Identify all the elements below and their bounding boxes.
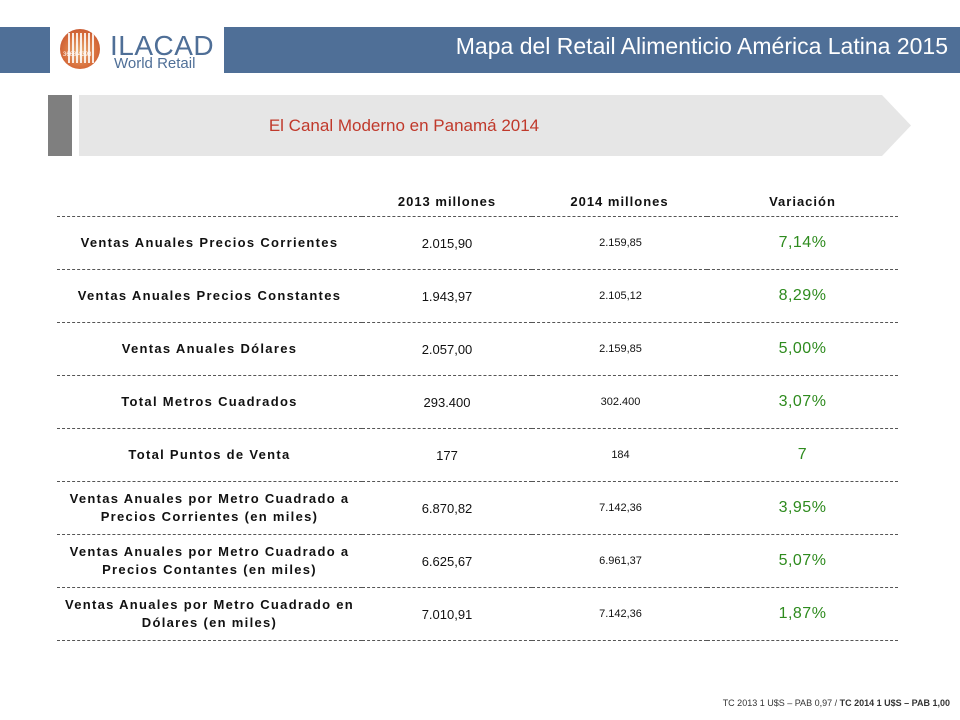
side-accent-block bbox=[48, 95, 72, 156]
section-banner: El Canal Moderno en Panamá 2014 bbox=[79, 95, 911, 156]
table-row: Ventas Anuales Precios Corrientes 2.015,… bbox=[57, 216, 898, 270]
banner-arrow-shape bbox=[79, 95, 911, 156]
value-2014: 6.961,37 bbox=[532, 534, 707, 588]
footnote-2013: TC 2013 1 U$S – PAB 0,97 / bbox=[722, 698, 838, 708]
value-2013: 2.015,90 bbox=[362, 216, 532, 270]
row-label: Ventas Anuales por Metro Cuadrado a Prec… bbox=[57, 534, 362, 588]
logo-emblem-icon: 3668 4398 bbox=[60, 29, 100, 69]
value-variation: 5,00% bbox=[707, 322, 898, 376]
value-2014: 302.400 bbox=[532, 375, 707, 429]
row-label: Ventas Anuales por Metro Cuadrado en Dól… bbox=[57, 587, 362, 641]
exchange-rate-footnote: TC 2013 1 U$S – PAB 0,97 / TC 2014 1 U$S… bbox=[723, 698, 950, 708]
header-2014: 2014 millones bbox=[532, 186, 707, 217]
table-row: Ventas Anuales por Metro Cuadrado a Prec… bbox=[57, 481, 898, 535]
value-2013: 6.870,82 bbox=[362, 481, 532, 535]
value-2013: 7.010,91 bbox=[362, 587, 532, 641]
header-variation: Variación bbox=[707, 186, 898, 217]
table-row: Ventas Anuales por Metro Cuadrado en Dól… bbox=[57, 587, 898, 641]
value-variation: 7,14% bbox=[707, 216, 898, 270]
logo-numbers: 3668 4398 bbox=[63, 52, 92, 58]
row-label: Ventas Anuales Precios Corrientes bbox=[57, 216, 362, 270]
table-header-row: 2013 millones 2014 millones Variación bbox=[57, 186, 898, 217]
footnote-2014: TC 2014 1 U$S – PAB 1,00 bbox=[837, 698, 950, 708]
header-label bbox=[57, 186, 362, 217]
row-label: Ventas Anuales por Metro Cuadrado a Prec… bbox=[57, 481, 362, 535]
table-row: Total Metros Cuadrados 293.400 302.400 3… bbox=[57, 375, 898, 429]
value-variation: 8,29% bbox=[707, 269, 898, 323]
logo: 3668 4398 ILACAD World Retail bbox=[50, 27, 224, 73]
row-label: Ventas Anuales Dólares bbox=[57, 322, 362, 376]
table-row: Total Puntos de Venta 177 184 7 bbox=[57, 428, 898, 482]
value-2014: 7.142,36 bbox=[532, 481, 707, 535]
page-title: Mapa del Retail Alimenticio América Lati… bbox=[455, 33, 948, 59]
section-title: El Canal Moderno en Panamá 2014 bbox=[268, 116, 540, 135]
table-row: Ventas Anuales por Metro Cuadrado a Prec… bbox=[57, 534, 898, 588]
value-variation: 7 bbox=[707, 428, 898, 482]
value-2013: 293.400 bbox=[362, 375, 532, 429]
value-2014: 184 bbox=[532, 428, 707, 482]
row-label: Total Puntos de Venta bbox=[57, 428, 362, 482]
table-row: Ventas Anuales Dólares 2.057,00 2.159,85… bbox=[57, 322, 898, 376]
value-2013: 6.625,67 bbox=[362, 534, 532, 588]
logo-subtitle: World Retail bbox=[114, 55, 196, 72]
value-variation: 3,95% bbox=[707, 481, 898, 535]
logo-name: ILACAD bbox=[110, 30, 215, 61]
value-2014: 2.159,85 bbox=[532, 322, 707, 376]
row-label: Total Metros Cuadrados bbox=[57, 375, 362, 429]
value-2013: 1.943,97 bbox=[362, 269, 532, 323]
value-2013: 177 bbox=[362, 428, 532, 482]
value-variation: 3,07% bbox=[707, 375, 898, 429]
value-2014: 7.142,36 bbox=[532, 587, 707, 641]
value-variation: 5,07% bbox=[707, 534, 898, 588]
value-2013: 2.057,00 bbox=[362, 322, 532, 376]
header-2013: 2013 millones bbox=[362, 186, 532, 217]
value-variation: 1,87% bbox=[707, 587, 898, 641]
row-label: Ventas Anuales Precios Constantes bbox=[57, 269, 362, 323]
retail-table: 2013 millones 2014 millones Variación Ve… bbox=[57, 186, 898, 641]
value-2014: 2.105,12 bbox=[532, 269, 707, 323]
value-2014: 2.159,85 bbox=[532, 216, 707, 270]
table-row: Ventas Anuales Precios Constantes 1.943,… bbox=[57, 269, 898, 323]
